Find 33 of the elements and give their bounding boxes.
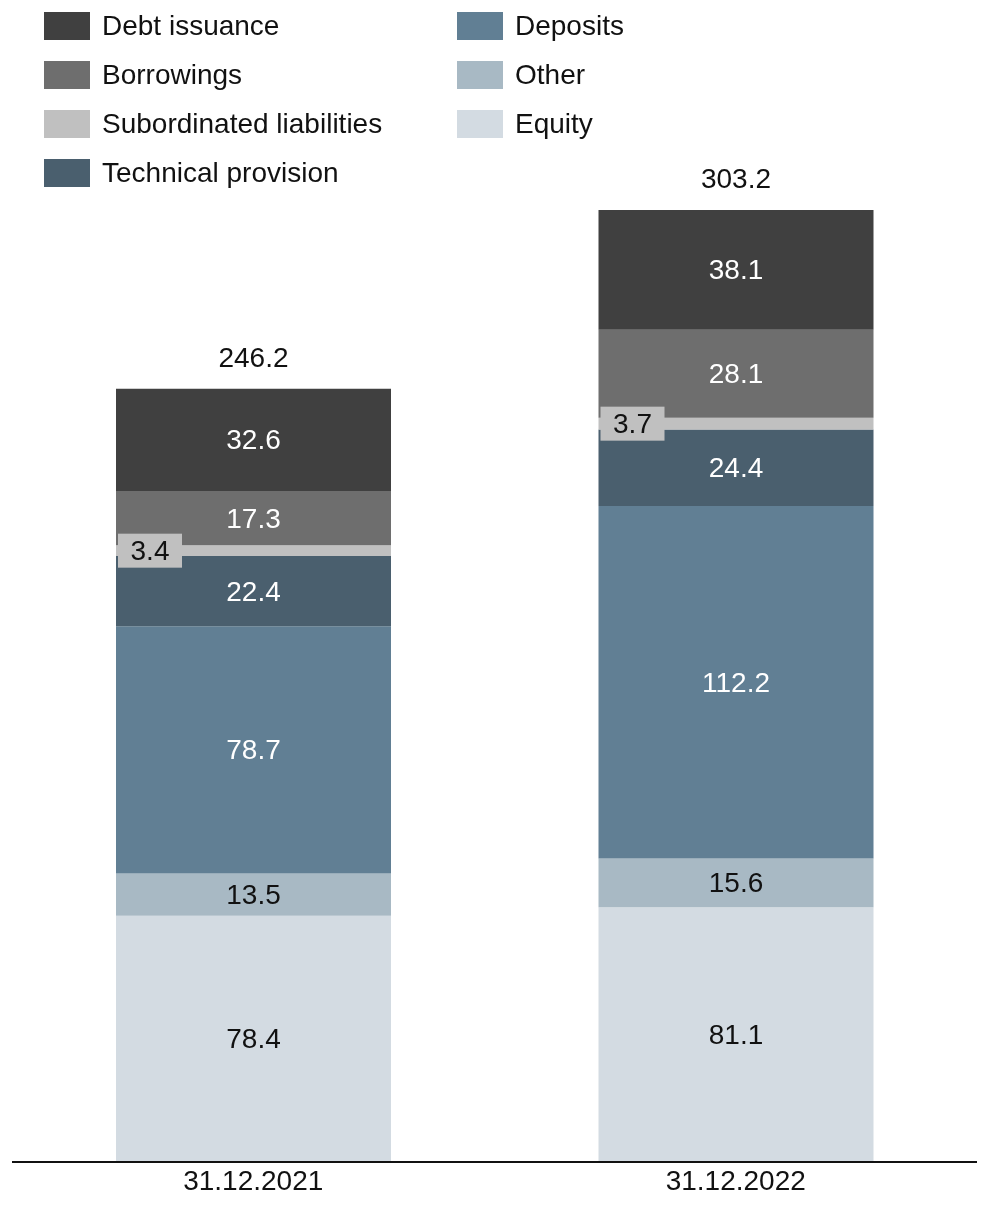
data-label: 3.4	[130, 535, 170, 567]
legend-label: Other	[515, 59, 586, 91]
total-label: 246.2	[218, 341, 289, 373]
bar	[598, 506, 874, 859]
bar	[116, 873, 391, 916]
bar	[116, 388, 391, 492]
data-label: 22.4	[226, 575, 281, 607]
data-label: 3.7	[613, 408, 652, 440]
data-label: 78.4	[226, 1023, 281, 1055]
data-label: 32.6	[226, 424, 281, 456]
bar	[598, 210, 874, 330]
data-label: 81.1	[708, 1019, 764, 1051]
bar	[116, 626, 391, 874]
data-label: 28.1	[708, 358, 764, 390]
data-label: 112.2	[702, 666, 770, 698]
legend-label: Equity	[515, 108, 593, 140]
data-label: 15.6	[708, 867, 764, 899]
data-label: 17.3	[226, 502, 281, 534]
bar	[598, 907, 874, 1162]
legend-label: Borrowings	[102, 59, 243, 91]
legend-label: Debt issuance	[102, 10, 280, 42]
x-tick-label: 31.12.2022	[665, 1164, 806, 1196]
data-label: 78.7	[226, 734, 281, 766]
bar	[116, 915, 391, 1162]
data-label: 38.1	[708, 254, 764, 286]
x-tick-label: 31.12.2021	[183, 1164, 324, 1196]
legend-label: Deposits	[515, 10, 624, 42]
legend-label: Subordinated liabilities	[102, 108, 383, 140]
total-label: 303.2	[700, 163, 772, 194]
data-label: 24.4	[708, 452, 764, 484]
legend-label: Technical provision	[102, 157, 339, 189]
data-label: 13.5	[226, 879, 281, 911]
bar	[598, 858, 874, 908]
